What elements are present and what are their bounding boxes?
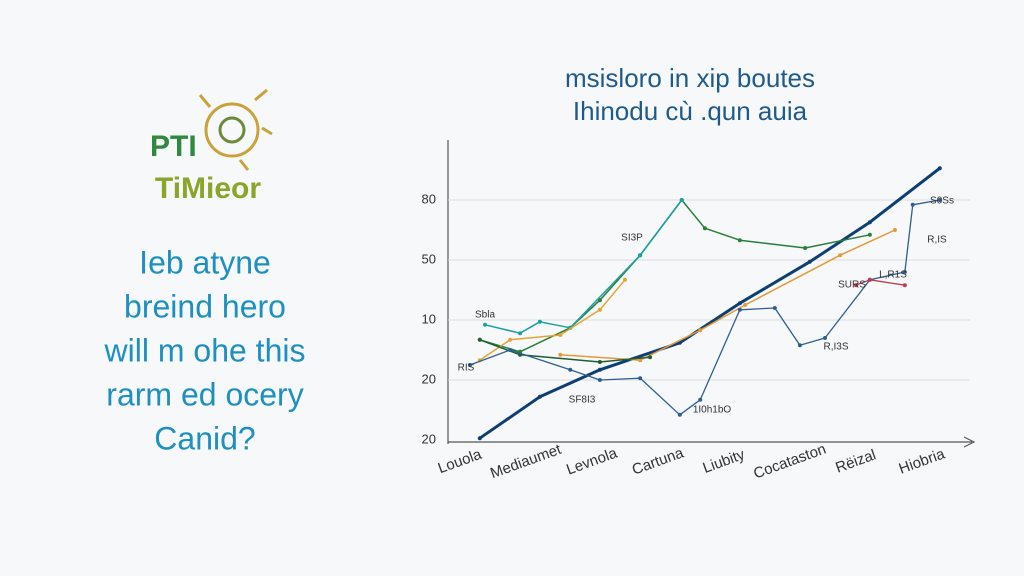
point	[803, 246, 808, 250]
chart-title: Ihinodu cù .qun auia	[573, 96, 808, 126]
point	[477, 337, 482, 342]
annotation: R,I3S	[823, 342, 848, 353]
annotation: 1I0h1bO	[693, 405, 732, 416]
annotation: SURS	[838, 280, 866, 291]
point	[838, 253, 843, 258]
point	[568, 367, 573, 372]
logo-bottom: TiMieor	[155, 172, 261, 205]
logo-sparks	[198, 88, 273, 171]
point	[597, 298, 602, 303]
y-tick-label: 20	[422, 431, 436, 446]
x-tick-label: Mediaumet	[488, 441, 564, 483]
point	[867, 232, 872, 237]
x-tick-label: Rëizal	[833, 446, 878, 476]
annotation: SF8I3	[569, 395, 596, 406]
point	[737, 238, 742, 243]
series-line	[484, 199, 683, 334]
y-tick-label: 20	[422, 371, 436, 386]
point	[743, 303, 748, 307]
body-line: rarm ed ocery	[106, 376, 303, 412]
series-line	[469, 199, 940, 416]
x-tick-label: Hiobria	[897, 445, 948, 477]
point	[677, 412, 682, 417]
point	[558, 333, 563, 337]
point	[508, 348, 513, 352]
logo-ring	[204, 102, 260, 158]
annotation: SI3P	[621, 233, 643, 244]
point	[892, 228, 897, 232]
y-tick-label: 10	[422, 311, 436, 326]
annotation: RIS	[458, 363, 475, 374]
point	[772, 306, 777, 310]
point	[467, 363, 472, 367]
series-line	[478, 167, 941, 440]
point	[597, 378, 602, 382]
body-line: Ieb atyne	[139, 244, 271, 280]
point	[902, 270, 907, 274]
point	[597, 367, 602, 372]
point	[677, 340, 682, 345]
point	[822, 336, 827, 340]
point	[597, 307, 602, 312]
plot: 20 20 10 50 80 Louola Mediaumet Levnola Cartuna L…	[422, 166, 970, 482]
series-line	[479, 199, 871, 353]
y-tick-label: 50	[422, 251, 436, 266]
point	[910, 202, 915, 207]
point	[648, 355, 653, 360]
annotation: S0Ss	[930, 196, 954, 207]
point	[679, 198, 684, 202]
point	[737, 301, 742, 306]
logo: PTI TiMieor	[150, 88, 273, 205]
point	[854, 283, 858, 288]
point	[867, 277, 872, 282]
annotation: L,R1S	[879, 270, 907, 281]
y-tick-label: 80	[422, 191, 436, 206]
point	[537, 319, 542, 324]
body-line: breind hero	[124, 288, 286, 324]
x-tick-label: Levnola	[564, 444, 620, 478]
annotation: Sbla	[475, 310, 495, 321]
x-tick-label: Louola	[436, 446, 485, 478]
chart-title: msisloro in xip boutes	[565, 63, 815, 93]
series-line	[479, 339, 651, 363]
point	[638, 358, 643, 363]
x-axis-arrow	[963, 436, 976, 448]
point	[737, 307, 742, 312]
body-line: Canid?	[154, 420, 255, 456]
point	[937, 166, 942, 171]
point	[698, 397, 703, 402]
point	[937, 198, 942, 202]
point	[483, 322, 488, 327]
point	[623, 277, 627, 282]
x-tick-label: Cartuna	[630, 444, 687, 478]
point	[702, 226, 707, 231]
point	[518, 331, 523, 336]
annotation: R,IS	[927, 235, 947, 246]
point	[477, 436, 482, 441]
point	[537, 394, 542, 399]
point	[597, 360, 602, 364]
point	[807, 259, 812, 264]
point	[558, 352, 563, 357]
x-tick-label: Liubity	[701, 446, 748, 477]
point	[508, 337, 513, 342]
point	[797, 343, 802, 348]
logo-top: PTI	[150, 130, 197, 163]
point	[698, 328, 703, 333]
x-tick-label: Cocataston	[751, 441, 828, 483]
point	[638, 253, 643, 258]
body-line: will m ohe this	[104, 332, 306, 368]
point	[638, 376, 643, 381]
logo-ring	[218, 116, 246, 144]
point	[902, 283, 907, 288]
point	[867, 220, 872, 225]
